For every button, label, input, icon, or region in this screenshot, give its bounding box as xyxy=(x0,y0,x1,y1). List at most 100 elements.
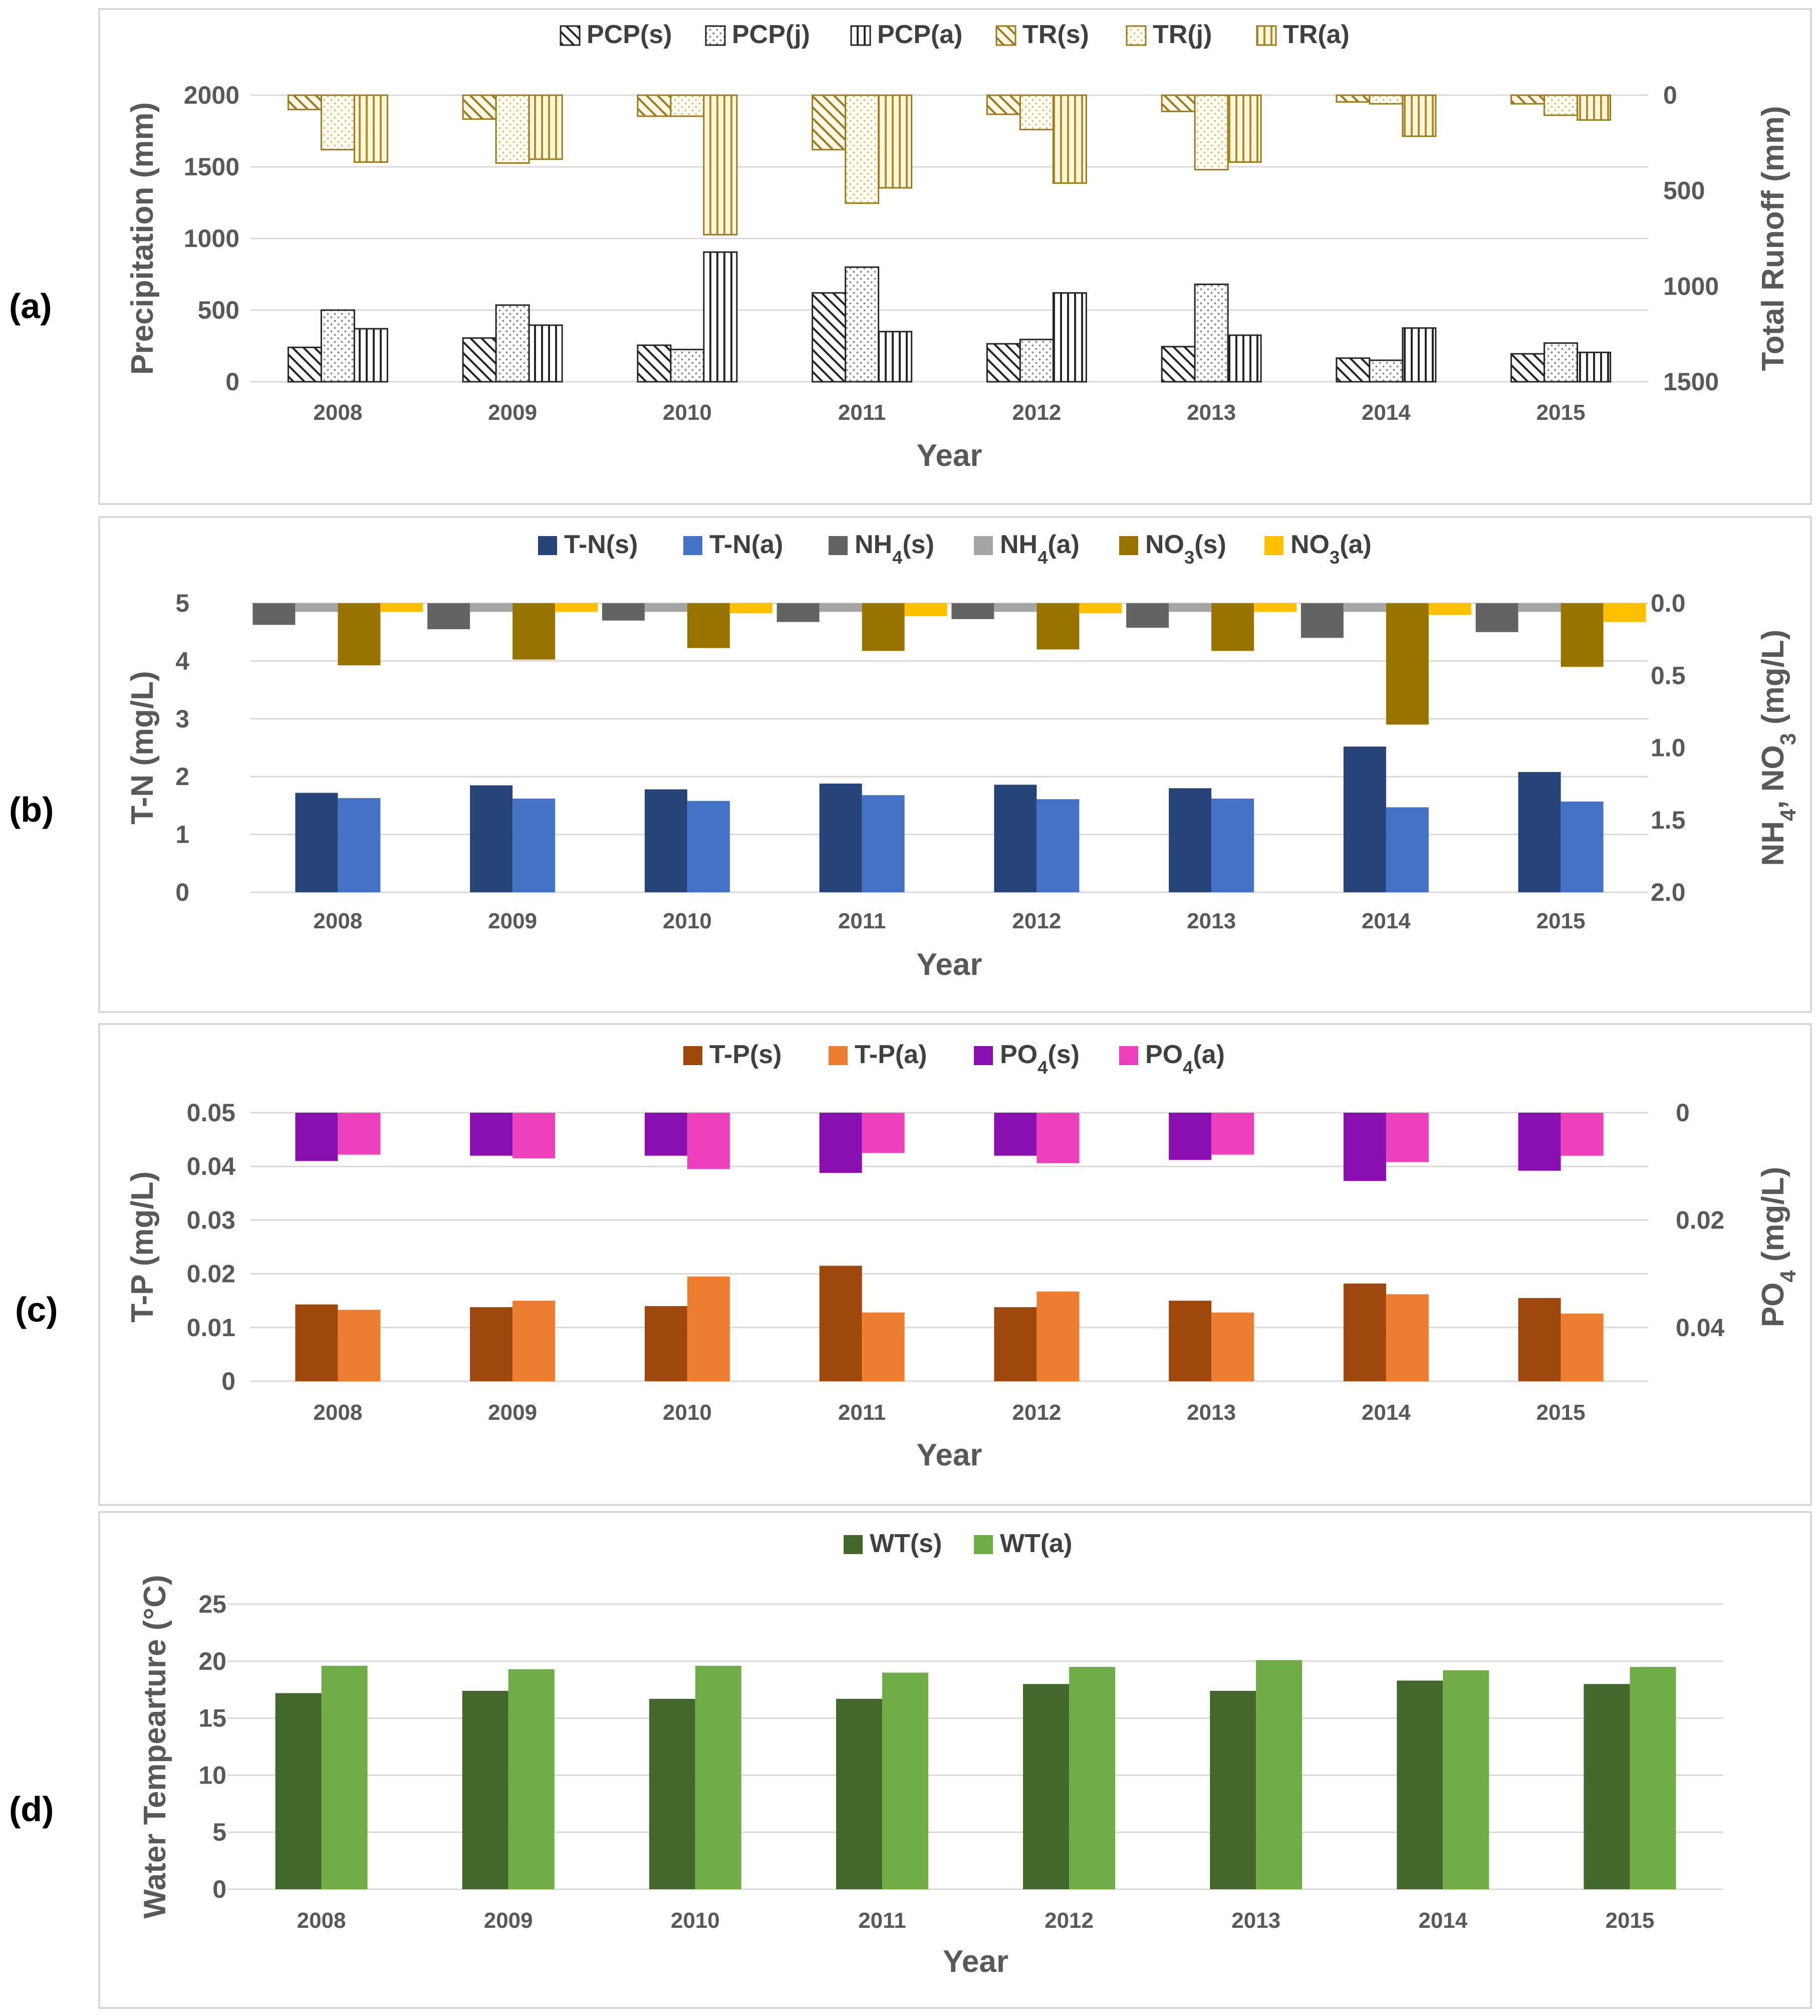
legend-item-t-p-s: T-P(s) xyxy=(683,1040,782,1069)
bar-nh4-a-2009 xyxy=(470,603,513,612)
y-tick-label: 1000 xyxy=(184,224,239,253)
bar-tr-a-2008 xyxy=(353,94,388,163)
legend-label: PCP(s) xyxy=(587,20,672,49)
bar-wt-a-2012 xyxy=(1069,1667,1116,1889)
y2-tick-label: 0.04 xyxy=(1676,1314,1725,1342)
y-tick-label: 1 xyxy=(175,821,189,849)
bar-t-p-a-2009 xyxy=(512,1301,556,1381)
y2-tick-label: 0.0 xyxy=(1651,589,1686,617)
y-tick-label: 4 xyxy=(175,647,189,675)
bar-no3-a-2008 xyxy=(380,603,423,612)
bar-t-n-s-2008 xyxy=(295,793,338,892)
bar-tr-j-2013 xyxy=(1194,94,1229,171)
panel-d-frame xyxy=(98,1511,1812,2009)
bar-wt-s-2013 xyxy=(1210,1690,1256,1889)
x-tick-label: 2012 xyxy=(1012,909,1061,933)
panel-label-a: (a) xyxy=(9,287,52,326)
bar-tr-j-2008 xyxy=(320,94,355,151)
x-tick-label: 2014 xyxy=(1362,909,1411,933)
bar-po4-a-2014 xyxy=(1386,1113,1429,1162)
y-tick-label: 0 xyxy=(175,878,189,906)
bar-t-n-s-2009 xyxy=(470,785,513,892)
x-tick-label: 2012 xyxy=(1012,400,1061,425)
bar-t-n-s-2011 xyxy=(819,784,862,892)
y2-tick-label: 2.0 xyxy=(1651,878,1686,906)
bar-wt-a-2010 xyxy=(695,1665,741,1889)
bar-wt-s-2012 xyxy=(1023,1684,1070,1889)
bar-tr-s-2009 xyxy=(462,94,497,120)
x-tick-label: 2013 xyxy=(1187,400,1236,425)
x-tick-label: 2012 xyxy=(1045,1908,1094,1933)
x-tick-label: 2011 xyxy=(838,909,886,933)
y2-tick-label: 0 xyxy=(1663,81,1677,109)
bar-t-n-a-2010 xyxy=(687,801,730,892)
bar-t-n-s-2015 xyxy=(1518,772,1561,892)
legend-label: T-P(s) xyxy=(709,1040,782,1069)
legend-label: NH4(a) xyxy=(1000,530,1080,568)
bar-pcp-s-2013 xyxy=(1161,346,1196,383)
legend-label: PCP(j) xyxy=(732,20,810,49)
legend-label: PCP(a) xyxy=(877,20,962,49)
x-tick-label: 2014 xyxy=(1362,1400,1411,1425)
panel-label-c: (c) xyxy=(15,1290,58,1329)
legend-item-pcp-s: PCP(s) xyxy=(560,20,672,49)
legend-item-wt-s: WT(s) xyxy=(844,1529,942,1558)
bar-tr-s-2012 xyxy=(986,94,1021,115)
bar-po4-s-2013 xyxy=(1169,1113,1212,1160)
bar-nh4-s-2015 xyxy=(1475,603,1518,632)
bar-pcp-j-2015 xyxy=(1543,342,1579,383)
x-tick-label: 2011 xyxy=(858,1908,906,1933)
bar-pcp-s-2008 xyxy=(287,346,322,383)
legend-item-no3-s: NO3(s) xyxy=(1119,530,1226,568)
bar-tr-a-2012 xyxy=(1052,94,1087,184)
bar-pcp-a-2011 xyxy=(878,331,913,383)
y-tick-label: 0.02 xyxy=(187,1260,235,1288)
bar-t-p-s-2012 xyxy=(994,1307,1037,1381)
bar-wt-a-2015 xyxy=(1630,1667,1676,1889)
legend-item-wt-a: WT(a) xyxy=(974,1529,1072,1558)
legend-swatch xyxy=(829,1046,848,1065)
x-tick-label: 2012 xyxy=(1012,1400,1061,1425)
bar-po4-s-2011 xyxy=(819,1113,862,1173)
bar-nh4-a-2008 xyxy=(295,603,338,612)
bar-tr-j-2012 xyxy=(1019,94,1054,131)
bar-wt-s-2010 xyxy=(649,1698,695,1889)
bar-no3-a-2009 xyxy=(555,603,598,612)
panel-label-d: (d) xyxy=(9,1790,54,1829)
bar-tr-s-2015 xyxy=(1510,94,1545,105)
bar-tr-j-2009 xyxy=(495,94,530,164)
legend-swatch xyxy=(844,1535,863,1554)
bar-pcp-s-2009 xyxy=(462,337,497,383)
x-tick-label: 2015 xyxy=(1605,1908,1654,1933)
bar-wt-s-2008 xyxy=(275,1693,322,1889)
bar-t-n-a-2012 xyxy=(1036,799,1080,892)
bar-nh4-s-2012 xyxy=(951,603,994,619)
bar-t-n-a-2011 xyxy=(862,795,905,892)
legend-swatch xyxy=(683,1046,702,1065)
bar-nh4-s-2010 xyxy=(602,603,645,621)
x-tick-label: 2011 xyxy=(838,400,886,425)
panel-b-frame xyxy=(98,516,1812,1013)
bar-tr-a-2011 xyxy=(878,94,913,189)
y-axis-title: T-N (mg/L) xyxy=(125,671,160,825)
bar-t-p-a-2011 xyxy=(862,1312,905,1381)
legend-item-tr-s: TR(s) xyxy=(995,20,1089,49)
x-tick-label: 2009 xyxy=(488,400,537,425)
bar-tr-a-2010 xyxy=(703,94,738,235)
bar-t-p-s-2008 xyxy=(295,1304,338,1381)
x-tick-label: 2013 xyxy=(1231,1908,1280,1933)
bar-no3-a-2014 xyxy=(1428,603,1471,615)
x-tick-label: 2013 xyxy=(1187,1400,1236,1425)
bar-t-p-s-2015 xyxy=(1518,1298,1561,1381)
bar-po4-s-2015 xyxy=(1518,1113,1561,1171)
bar-no3-a-2010 xyxy=(729,603,772,614)
bar-pcp-s-2010 xyxy=(637,344,672,383)
bar-po4-a-2013 xyxy=(1211,1113,1254,1155)
legend-label: WT(s) xyxy=(870,1529,942,1558)
bar-t-p-s-2010 xyxy=(644,1306,687,1381)
y-axis-title: Water Tempearture (°C) xyxy=(138,1575,172,1918)
bar-po4-s-2012 xyxy=(994,1113,1037,1156)
legend-label: T-N(a) xyxy=(709,530,783,559)
x-tick-label: 2014 xyxy=(1362,400,1411,425)
legend-swatch xyxy=(850,25,871,46)
